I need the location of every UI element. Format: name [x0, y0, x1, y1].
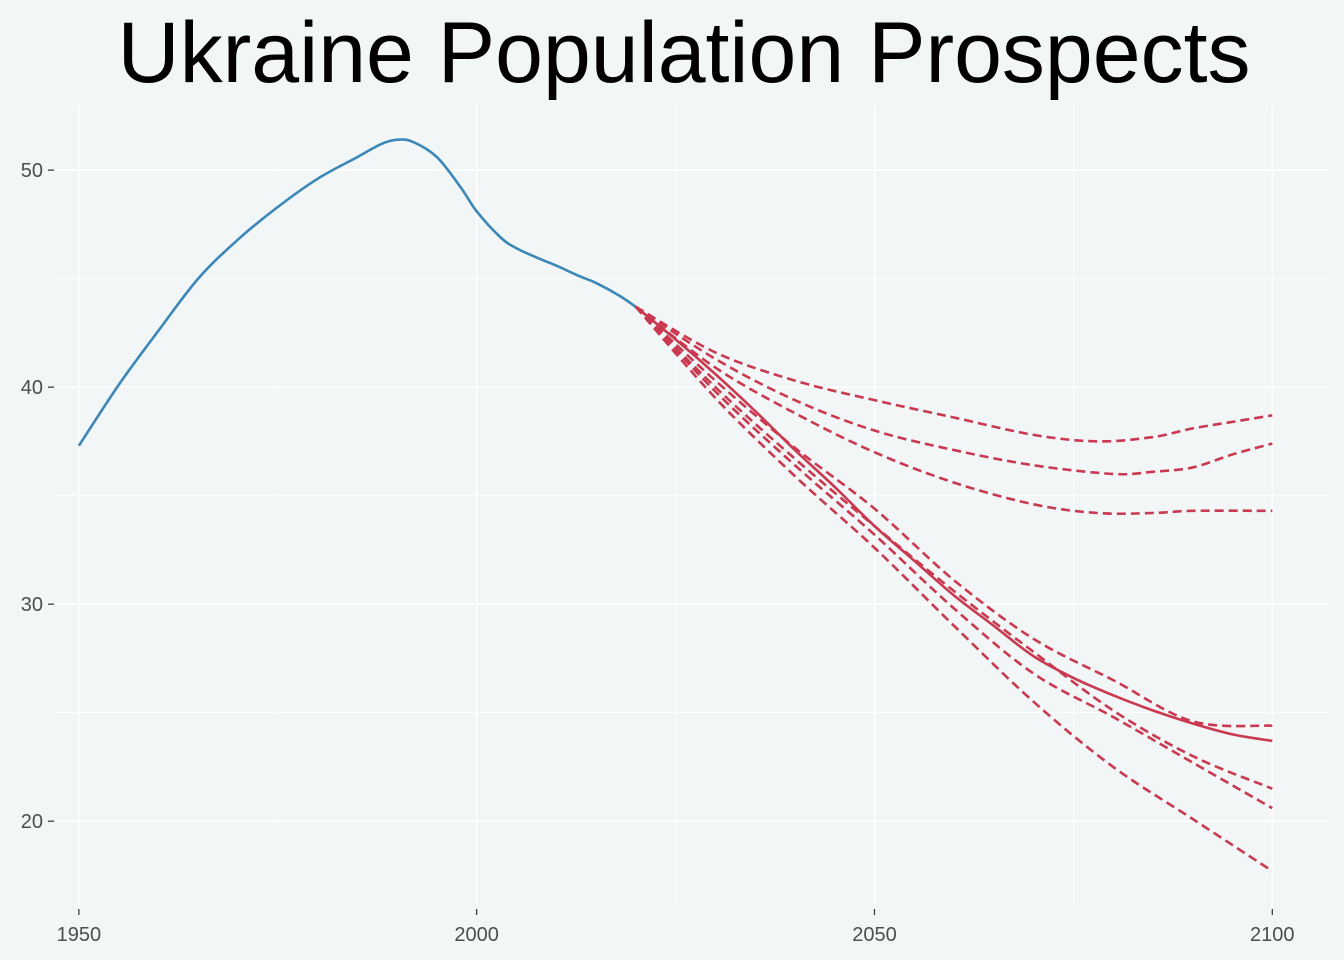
- y-tick-label: 50: [21, 160, 43, 182]
- axes: 1950 2000 2050 2100 20 30 40 50: [21, 160, 1295, 946]
- projection-line-5: [634, 305, 1273, 728]
- projection-line-6: [634, 305, 1273, 790]
- y-tick-label: 40: [21, 377, 43, 399]
- x-tick-label: 2100: [1250, 924, 1295, 946]
- x-tick-label: 2000: [454, 924, 499, 946]
- projection-line-1: [634, 305, 1273, 743]
- chart-title: Ukraine Population Prospects: [118, 5, 1251, 101]
- gridlines: [55, 105, 1328, 908]
- x-tick-label: 2050: [852, 924, 897, 946]
- projection-line-3: [635, 305, 1273, 476]
- projection-line-4: [635, 305, 1273, 516]
- y-tick-label: 20: [21, 811, 43, 833]
- x-tick-label: 1950: [57, 924, 102, 946]
- series-lines: [77, 138, 1274, 873]
- historical-line: [77, 138, 637, 447]
- y-tick-label: 30: [21, 594, 43, 616]
- projection-line-8: [634, 305, 1274, 873]
- projection-line-7: [634, 305, 1273, 810]
- projection-line-2: [635, 305, 1273, 443]
